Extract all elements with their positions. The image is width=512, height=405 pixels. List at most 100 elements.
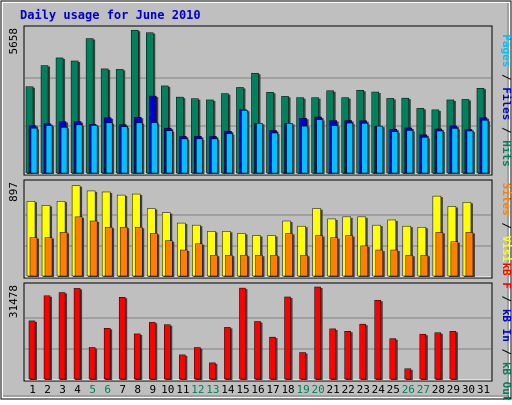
bar-sites-day-3 xyxy=(59,232,68,277)
bar-kb-f-day-15 xyxy=(239,287,246,380)
panel-kbytes-legend: kB F / kB In / kB Out xyxy=(500,262,512,400)
day-label-7: 7 xyxy=(119,383,126,396)
legend-entry: kB Out xyxy=(500,362,512,400)
day-label-14: 14 xyxy=(221,383,235,396)
day-label-13: 13 xyxy=(206,383,219,396)
bar-sites-day-12 xyxy=(195,243,203,277)
bar-sites-day-2 xyxy=(44,237,53,277)
legend-entry: kB F xyxy=(500,262,512,289)
day-label-3: 3 xyxy=(59,383,66,396)
bar-sites-day-8 xyxy=(134,226,143,277)
bar-pages-day-20 xyxy=(316,119,323,174)
bar-sites-day-9 xyxy=(150,233,158,277)
legend-entry: / xyxy=(500,289,512,309)
bar-sites-day-4 xyxy=(74,216,83,277)
bar-kb-f-day-12 xyxy=(194,347,201,380)
day-label-28: 28 xyxy=(432,383,445,396)
bar-pages-day-29 xyxy=(451,128,459,174)
bar-pages-day-30 xyxy=(466,130,474,174)
bar-pages-day-7 xyxy=(120,126,128,174)
bar-sites-day-26 xyxy=(405,254,414,277)
bar-pages-day-21 xyxy=(331,125,338,174)
bar-pages-day-9 xyxy=(151,122,158,174)
bar-pages-day-3 xyxy=(60,127,68,174)
panel-visits-max-label: 897 xyxy=(7,182,20,202)
day-label-21: 21 xyxy=(327,383,340,396)
bar-kb-f-day-8 xyxy=(133,333,141,380)
bar-pages-day-14 xyxy=(226,133,233,174)
day-label-27: 27 xyxy=(417,383,430,396)
bar-pages-day-31 xyxy=(481,120,489,174)
bar-sites-day-16 xyxy=(255,254,263,277)
bar-kb-f-day-20 xyxy=(314,286,321,380)
bar-kb-f-day-29 xyxy=(449,331,457,380)
bar-kb-f-day-4 xyxy=(73,288,81,380)
bar-sites-day-6 xyxy=(104,226,113,277)
bar-kb-f-day-11 xyxy=(179,354,186,380)
bar-pages-day-26 xyxy=(406,130,414,174)
bar-sites-day-22 xyxy=(345,235,353,277)
bar-sites-day-5 xyxy=(89,220,98,277)
day-label-9: 9 xyxy=(149,383,156,396)
legend-entry: kB In xyxy=(500,309,512,342)
bar-kb-f-day-6 xyxy=(103,328,111,380)
day-label-19: 19 xyxy=(296,383,309,396)
bar-pages-day-25 xyxy=(391,131,399,174)
bar-kb-f-day-16 xyxy=(254,321,261,380)
panel-kbytes-max-label: 31478 xyxy=(7,285,20,318)
bar-kb-f-day-9 xyxy=(149,322,156,380)
bar-sites-day-13 xyxy=(210,254,218,277)
day-label-26: 26 xyxy=(402,383,415,396)
panel-visits-legend: Sites / Visits xyxy=(500,183,512,276)
day-label-25: 25 xyxy=(387,383,400,396)
bar-kb-f-day-7 xyxy=(118,297,126,380)
bar-pages-day-28 xyxy=(436,130,444,174)
legend-entry: Files xyxy=(500,87,512,120)
bar-sites-day-28 xyxy=(435,232,444,277)
bar-pages-day-22 xyxy=(346,122,353,174)
panel-hits: 5658 Pages / Files / Hits xyxy=(7,25,512,176)
bar-sites-day-15 xyxy=(240,254,248,277)
bar-pages-day-18 xyxy=(286,123,293,174)
bar-pages-day-13 xyxy=(211,138,218,174)
legend-entry: Hits xyxy=(500,140,512,167)
bar-kb-f-day-19 xyxy=(299,352,306,380)
bar-pages-day-5 xyxy=(90,125,98,174)
bar-sites-day-20 xyxy=(315,235,323,277)
day-label-31: 31 xyxy=(477,383,490,396)
day-label-22: 22 xyxy=(342,383,355,396)
legend-entry: / xyxy=(500,120,512,140)
bar-sites-day-25 xyxy=(390,249,399,277)
bar-pages-day-23 xyxy=(361,123,368,174)
day-label-15: 15 xyxy=(236,383,249,396)
bar-kb-f-day-17 xyxy=(269,336,276,380)
bar-kb-f-day-10 xyxy=(164,324,171,380)
bar-pages-day-11 xyxy=(181,138,188,174)
day-label-18: 18 xyxy=(281,383,294,396)
bar-kb-f-day-23 xyxy=(359,323,366,380)
day-label-17: 17 xyxy=(266,383,279,396)
bar-kb-f-day-2 xyxy=(43,295,51,380)
bar-pages-day-27 xyxy=(421,137,429,174)
panel-hits-legend: Pages / Files / Hits xyxy=(500,34,512,167)
day-label-16: 16 xyxy=(251,383,264,396)
bar-sites-day-29 xyxy=(450,241,459,277)
bar-kb-f-day-18 xyxy=(284,296,291,380)
day-label-29: 29 xyxy=(447,383,460,396)
day-label-24: 24 xyxy=(372,383,386,396)
bar-kb-f-day-27 xyxy=(419,333,427,380)
bar-pages-day-4 xyxy=(75,124,83,174)
day-label-10: 10 xyxy=(161,383,174,396)
bar-pages-day-8 xyxy=(135,122,143,174)
day-label-8: 8 xyxy=(134,383,141,396)
bar-sites-day-24 xyxy=(375,249,383,277)
bar-kb-f-day-25 xyxy=(389,338,397,380)
bar-kb-f-day-22 xyxy=(344,331,351,380)
chart-title: Daily usage for June 2010 xyxy=(20,8,201,22)
day-label-30: 30 xyxy=(462,383,475,396)
day-label-6: 6 xyxy=(104,383,111,396)
bar-sites-day-10 xyxy=(165,240,173,277)
